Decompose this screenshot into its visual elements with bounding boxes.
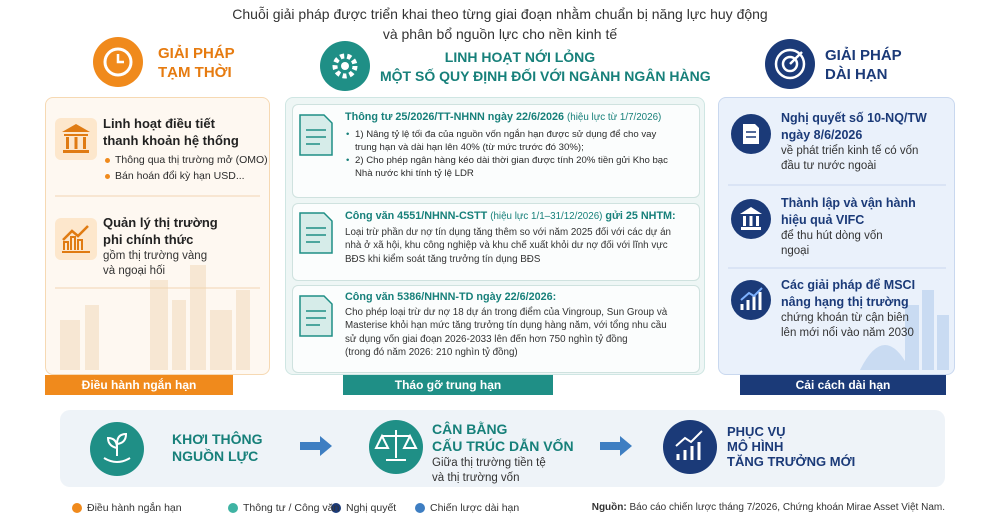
footer-bar: Tháo gỡ trung hạn <box>343 375 553 395</box>
legend-label: Nghị quyết <box>346 502 397 514</box>
text-line: CÂN BẰNG <box>432 421 508 437</box>
card-heading: Công văn 5386/NHNN-TD ngày 22/6/2026: <box>345 290 556 304</box>
column-title: LINH HOẠT NỚI LỎNG MỘT SỐ QUY ĐỊNH ĐỐI VỚ… <box>380 48 711 86</box>
legend-label: Điều hành ngắn hạn <box>87 502 182 514</box>
text-line: thanh khoản hệ thống <box>103 133 239 148</box>
text-line: Giữa thị trường tiền tệ <box>432 457 546 469</box>
text-line: MỘT SỐ QUY ĐỊNH ĐỐI VỚI NGÀNH NGÂN HÀNG <box>380 68 711 84</box>
text-line: phi chính thức <box>103 232 194 247</box>
card-heading: Công văn 4551/NHNN-CSTT (hiệu lực 1/1–31… <box>345 209 676 224</box>
text-line: Linh hoạt điều tiết <box>103 116 215 131</box>
text-line: để thu hút dòng vốn <box>781 230 883 242</box>
text-line: MÔ HÌNH <box>727 439 784 454</box>
text-line: nâng hạng thị trường <box>781 295 909 309</box>
legend-label: Thông tư / Công văn <box>243 502 340 514</box>
bullet-line: trung hạn và dài hạn lên 40% (từ mức trư… <box>355 142 584 153</box>
item-text: gồm thị trường vàng và ngoại hối <box>103 249 207 279</box>
card-text: Cho phép loại trừ dư nợ 18 dự án trong đ… <box>345 306 667 360</box>
item-heading: Nghị quyết số 10-NQ/TW ngày 8/6/2026 <box>781 110 927 144</box>
text-line: lên mới nổi vào năm 2030 <box>781 327 914 339</box>
source-text: Báo cáo chiến lược tháng 7/2026, Chứng k… <box>629 502 946 513</box>
text-line: TẠM THỜI <box>158 64 232 81</box>
bullet-line: 1) Nâng tỷ lệ tối đa của nguồn vốn ngắn … <box>345 128 668 141</box>
text-line: sử dụng vốn giai đoạn 2026-2033 lên đến … <box>345 333 628 345</box>
text-line: CẤU TRÚC DẪN VỐN <box>432 438 574 454</box>
text-line: hiệu quả VIFC <box>781 213 865 227</box>
text-line: và phân bổ nguồn lực cho nền kinh tế <box>382 26 618 42</box>
source: Nguồn: Báo cáo chiến lược tháng 7/2026, … <box>592 501 945 515</box>
card-heading: Thông tư 25/2026/TT-NHNN ngày 22/6/2026 … <box>345 110 661 125</box>
flow-title: CÂN BẰNG CẤU TRÚC DẪN VỐN <box>432 421 574 455</box>
text-line: DÀI HẠN <box>825 66 888 83</box>
text-line: TĂNG TRƯỞNG MỚI <box>727 454 856 469</box>
column-title: GIẢI PHÁP DÀI HẠN <box>825 46 902 84</box>
text-line: (trong đó năm 2026: 210 nghìn tỷ đồng) <box>345 347 518 359</box>
item-bullets: Thông qua thị trường mở (OMO) Bán hoán đổ… <box>103 152 268 184</box>
text-line: chứng khoán từ cận biên <box>781 312 909 324</box>
heading-tail: gửi 25 NHTM: <box>605 210 676 222</box>
text-line: nhà ở xã hội, khu công nghiệp và khu chế… <box>345 240 668 252</box>
heading-note: (hiệu lực 1/1–31/12/2026) <box>490 211 603 222</box>
text-line: ngày 8/6/2026 <box>781 128 863 142</box>
source-label: Nguồn: <box>591 502 627 513</box>
text-line: KHƠI THÔNG <box>172 431 263 447</box>
flow-title: KHƠI THÔNG NGUỒN LỰC <box>172 431 263 465</box>
text-line: Loại trừ phần dư nợ tín dụng tăng thêm s… <box>345 227 671 238</box>
item-heading: Quản lý thị trường phi chính thức <box>103 214 218 248</box>
item-text: về phát triển kinh tế có vốn đầu tư nước … <box>781 144 918 174</box>
flow-title: PHỤC VỤ MÔ HÌNH TĂNG TRƯỞNG MỚI <box>727 424 855 469</box>
column-title: GIẢI PHÁP TẠM THỜI <box>158 44 235 82</box>
item-text: để thu hút dòng vốn ngoại <box>781 229 883 259</box>
bullet-line: Nhà nước khi tính tỷ lệ LDR <box>355 168 474 179</box>
text-line: Thành lập và vận hành <box>781 196 916 210</box>
item-heading: Linh hoạt điều tiết thanh khoản hệ thống <box>103 115 239 149</box>
text-line: Nghị quyết số 10-NQ/TW <box>781 111 927 125</box>
text-line: Quản lý thị trường <box>103 215 218 230</box>
heading-note: (hiệu lực từ 1/7/2026) <box>567 112 662 123</box>
heading: Công văn 4551/NHNN-CSTT <box>345 210 488 222</box>
footer-bar: Điều hành ngắn hạn <box>45 375 233 395</box>
card-text: Loại trừ phần dư nợ tín dụng tăng thêm s… <box>345 226 671 266</box>
item-text: chứng khoán từ cận biên lên mới nổi vào n… <box>781 311 914 341</box>
text-line: và thị trường vốn <box>432 472 520 484</box>
heading: Công văn 5386/NHNN-TD ngày 22/6/2026: <box>345 291 557 303</box>
text-line: Các giải pháp để MSCI <box>781 278 916 292</box>
heading: Thông tư 25/2026/TT-NHNN ngày 22/6/2026 <box>345 111 565 123</box>
text-line: PHỤC VỤ <box>727 424 786 439</box>
text-line: GIẢI PHÁP <box>158 45 235 62</box>
legend-label: Chiến lược dài hạn <box>430 502 520 514</box>
footer-bar: Cải cách dài hạn <box>740 375 946 395</box>
text-line: ngoại <box>781 245 810 257</box>
text-line: Masterise khỏi hạn mức tăng trưởng tín d… <box>345 320 667 332</box>
item-heading: Các giải pháp để MSCI nâng hạng thị trườn… <box>781 277 915 311</box>
text-line: BĐS khi kiểm soát tăng trưởng tín dụng B… <box>345 253 541 265</box>
bullet-line: 2) Cho phép ngân hàng kéo dài thời gian … <box>345 154 668 167</box>
item-heading: Thành lập và vận hành hiệu quả VIFC <box>781 195 916 229</box>
text-line: về phát triển kinh tế có vốn <box>781 145 919 157</box>
header-title: Chuỗi giải pháp được triển khai theo từn… <box>0 4 1000 44</box>
card-bullets: 1) Nâng tỷ lệ tối đa của nguồn vốn ngắn … <box>345 128 668 180</box>
text-line: GIẢI PHÁP <box>825 47 902 64</box>
text-line: LINH HOẠT NỚI LỎNG <box>444 49 596 65</box>
flow-text: Giữa thị trường tiền tệ và thị trường vốn <box>432 456 546 486</box>
text-line: Thông qua thị trường mở (OMO) <box>103 152 268 168</box>
text-line: Chuỗi giải pháp được triển khai theo từn… <box>232 6 768 22</box>
text-line: đầu tư nước ngoài <box>781 160 877 172</box>
text-line: và ngoại hối <box>103 265 166 277</box>
text-line: gồm thị trường vàng <box>103 250 208 262</box>
text-line: Cho phép loại trừ dư nợ 18 dự án trong đ… <box>345 307 668 318</box>
text-line: NGUỒN LỰC <box>172 448 259 464</box>
text-line: Bán hoán đổi kỳ hạn USD... <box>103 168 268 184</box>
